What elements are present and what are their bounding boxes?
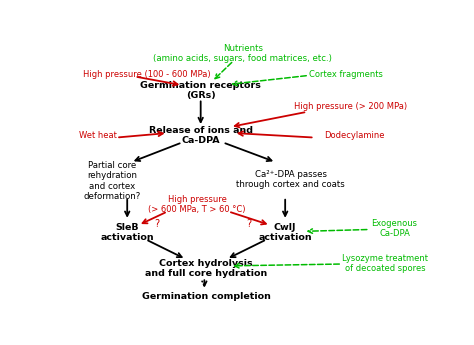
- Text: Germination receptors
(GRs): Germination receptors (GRs): [140, 81, 261, 100]
- Text: Wet heat: Wet heat: [80, 131, 118, 140]
- Text: High pressure
(> 600 MPa, T > 60 °C): High pressure (> 600 MPa, T > 60 °C): [148, 195, 246, 215]
- Text: Cortex hydrolysis
and full core hydration: Cortex hydrolysis and full core hydratio…: [145, 259, 267, 278]
- Text: Lysozyme treatment
of decoated spores: Lysozyme treatment of decoated spores: [342, 254, 428, 273]
- Text: SleB
activation: SleB activation: [100, 223, 154, 243]
- Text: ?: ?: [246, 219, 251, 229]
- Text: Partial core
rehydration
and cortex
deformation?: Partial core rehydration and cortex defo…: [84, 161, 141, 201]
- Text: Dodecylamine: Dodecylamine: [324, 131, 384, 140]
- Text: ?: ?: [154, 219, 159, 229]
- Text: High pressure (> 200 MPa): High pressure (> 200 MPa): [294, 102, 408, 111]
- Text: Ca²⁺-DPA passes
through cortex and coats: Ca²⁺-DPA passes through cortex and coats: [237, 170, 345, 189]
- Text: CwlJ
activation: CwlJ activation: [258, 223, 312, 243]
- Text: Nutrients
(amino acids, sugars, food matrices, etc.): Nutrients (amino acids, sugars, food mat…: [154, 44, 332, 63]
- Text: Germination completion: Germination completion: [142, 293, 271, 302]
- Text: Exogenous
Ca-DPA: Exogenous Ca-DPA: [372, 219, 418, 238]
- Text: Release of ions and
Ca-DPA: Release of ions and Ca-DPA: [149, 126, 253, 145]
- Text: High pressure (100 - 600 MPa): High pressure (100 - 600 MPa): [83, 70, 211, 79]
- Text: Cortex fragments: Cortex fragments: [309, 70, 383, 79]
